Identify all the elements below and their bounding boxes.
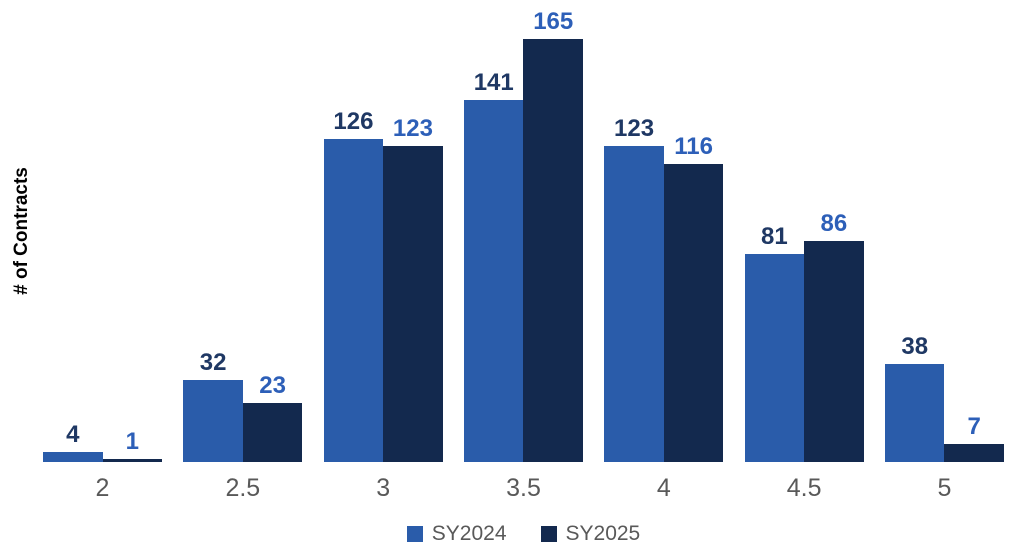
x-tick-label-4: 4 [656,474,671,502]
legend-entry-sy2024: SY2024 [406,522,507,545]
data-label-sy2024-3: 126 [333,107,374,135]
bar-sy2025-5: 7 [944,415,1004,462]
bar-sy2024-3: 126 [323,109,384,462]
bar-sy2025-3.5: 165 [523,9,583,462]
y-axis-title: # of Contracts [11,167,32,295]
bar-sy2025-3: 123 [383,117,443,462]
data-label-sy2025-4: 116 [674,133,713,161]
legend-swatch-sy2024 [406,525,423,542]
bar-group-5: 38 7 5 [884,0,1004,501]
data-label-sy2025-5: 7 [967,413,981,441]
legend-swatch-sy2025 [540,525,557,542]
legend-label-sy2024: SY2024 [431,522,507,545]
bar-group-2.5: 32 23 2.5 [183,0,303,501]
data-label-sy2025-2.5: 23 [259,371,286,399]
data-label-sy2024-3.5: 141 [473,69,514,97]
data-label-sy2024-2.5: 32 [199,348,227,376]
bar-group-3.5: 141 165 3.5 [463,0,583,501]
bar-group-4: 123 116 4 [604,0,724,501]
x-tick-label-2.5: 2.5 [225,474,261,502]
data-label-sy2025-3.5: 165 [533,7,574,35]
bar-group-3: 126 123 3 [323,0,443,501]
plot-area: 4 1 2 32 23 2.5 126 123 3 141 165 3.5 123 116 4 81 86 4.5… [43,0,1004,501]
data-label-sy2025-4.5: 86 [820,210,848,238]
data-label-sy2024-5: 38 [901,333,929,361]
bar-sy2025-4.5: 86 [804,212,864,462]
bar-sy2024-4.5: 81 [744,225,805,462]
data-label-sy2024-4.5: 81 [761,223,788,251]
bar-sy2024-2.5: 32 [183,350,243,462]
x-tick-label-5: 5 [937,474,952,502]
data-label-sy2024-4: 123 [614,115,655,143]
bar-sy2025-4: 116 [663,135,724,462]
bar-sy2024-4: 123 [604,117,664,462]
x-tick-label-2: 2 [95,474,110,502]
bar-sy2025-2.5: 23 [242,373,303,462]
legend-label-sy2025: SY2025 [565,522,641,545]
bar-sy2025-2: 1 [102,430,162,462]
data-label-sy2024-2: 4 [66,420,80,448]
legend-entry-sy2025: SY2025 [540,522,641,545]
x-tick-label-3: 3 [376,474,391,502]
legend: SY2024 SY2025 [43,523,1004,544]
x-tick-label-4.5: 4.5 [786,474,822,502]
bar-group-4.5: 81 86 4.5 [744,0,864,501]
x-tick-label-3.5: 3.5 [506,474,541,502]
data-label-sy2025-3: 123 [392,115,433,143]
bar-sy2024-3.5: 141 [463,71,524,462]
bar-sy2024-2: 4 [43,422,103,462]
bar-sy2024-5: 38 [884,335,945,462]
data-label-sy2025-2: 1 [125,428,139,456]
